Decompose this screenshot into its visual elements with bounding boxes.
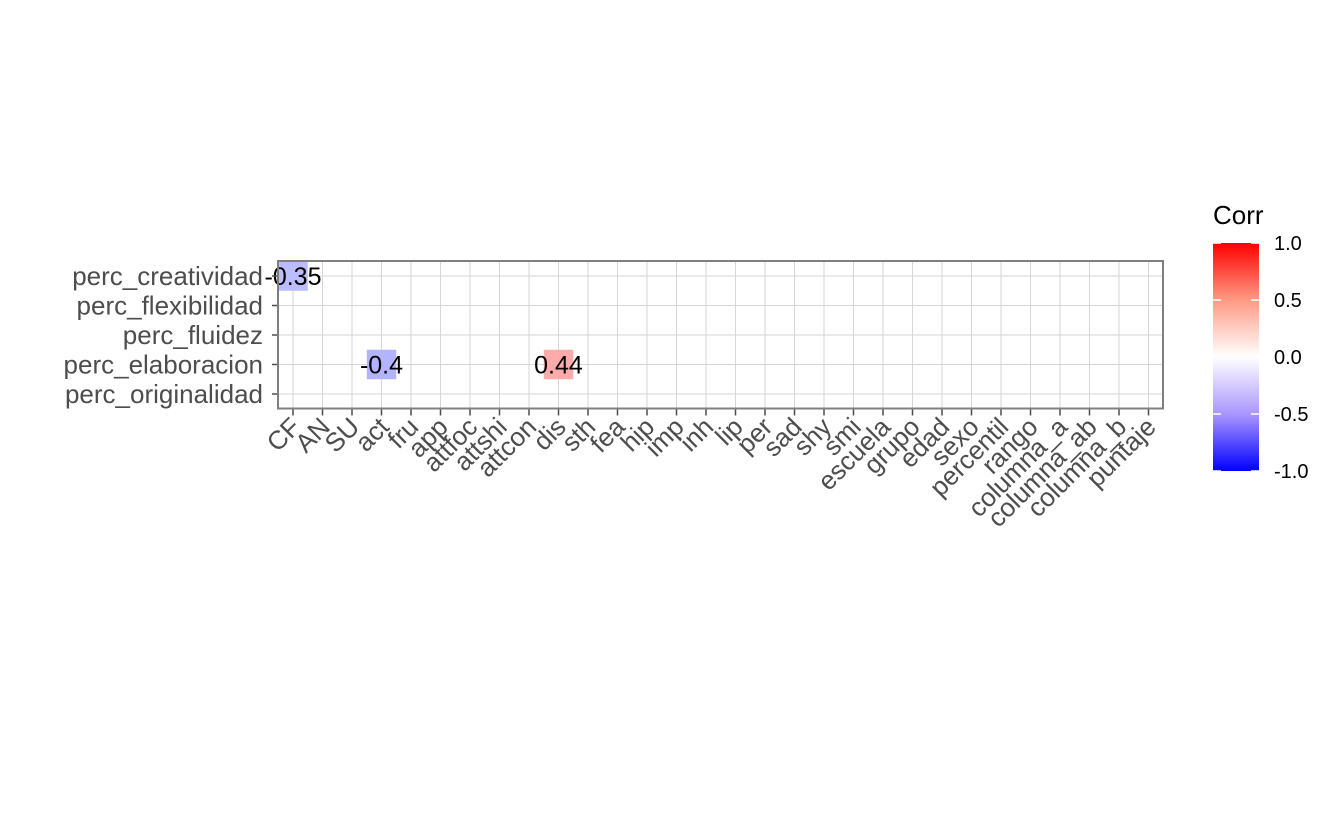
cell-label-act-perc-elaboracion: -0.4	[360, 352, 403, 380]
legend-title: Corr	[1213, 200, 1264, 230]
cell-act-perc-elaboracion	[366, 349, 397, 380]
heatmap-cells: -0.35 -0.4 0.44	[265, 261, 583, 380]
y-label-perc-originalidad: perc_originalidad	[65, 379, 263, 409]
legend-tick-label-4: -1.0	[1274, 461, 1308, 483]
cell-cf-perc-creatividad	[278, 261, 308, 291]
y-axis: perc_creatividadperc_flexibilidadperc_fl…	[64, 261, 278, 409]
y-label-perc-elaboracion: perc_elaboracion	[64, 350, 263, 380]
legend-tick-label-3: -0.5	[1274, 404, 1308, 426]
plot-panel	[278, 261, 1163, 409]
legend-tick-label-2: 0.0	[1274, 347, 1302, 369]
x-axis: CFANSUactfruappattfocattshiattcondissthf…	[261, 408, 1162, 533]
y-label-perc-fluidez: perc_fluidez	[123, 320, 263, 350]
cell-dis-perc-elaboracion	[543, 349, 574, 380]
legend-tick-label-1: 0.5	[1274, 290, 1302, 312]
y-label-perc-creatividad: perc_creatividad	[72, 261, 263, 291]
color-legend: Corr 1.0 0.5 0.0 -0.5 -1.0	[1213, 200, 1308, 483]
cell-label-cf-perc-creatividad: -0.35	[265, 263, 322, 291]
y-label-perc-flexibilidad: perc_flexibilidad	[77, 291, 263, 321]
legend-ticks: 1.0 0.5 0.0 -0.5 -1.0	[1213, 233, 1308, 483]
panel-border	[277, 260, 1164, 410]
cell-label-dis-perc-elaboracion: 0.44	[534, 352, 583, 380]
legend-tick-label-0: 1.0	[1274, 233, 1302, 255]
